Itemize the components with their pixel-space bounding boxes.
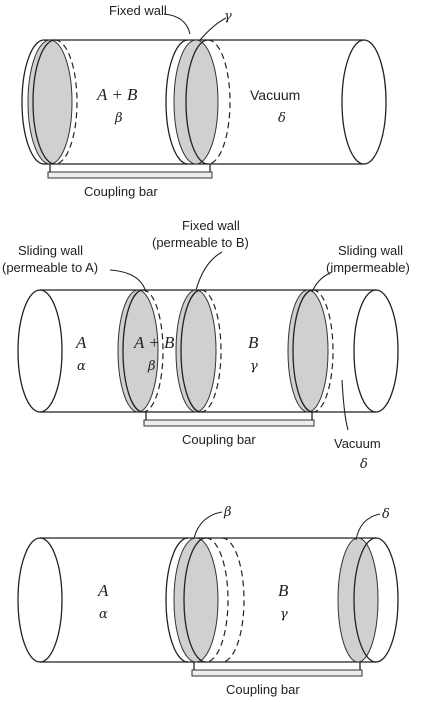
fig3-coupling-bar-label: Coupling bar bbox=[226, 682, 300, 697]
fig2-region2-phase: β bbox=[147, 359, 156, 374]
figure-2: Sliding wall (permeable to A) Fixed wall… bbox=[2, 218, 410, 472]
fig2-right-end bbox=[353, 289, 399, 413]
fig2-sliding-wall-imp-front bbox=[292, 289, 314, 413]
fig2-sliding-wall-a-back bbox=[142, 289, 164, 413]
fig2-region1-phase: α bbox=[77, 359, 86, 374]
fig3-beta-arrow bbox=[193, 511, 223, 539]
fig2-sliding-wall-right-line1: Sliding wall bbox=[338, 243, 403, 258]
fig3-wall-beta-front bbox=[183, 537, 207, 663]
fig2-fixed-wall-back bbox=[200, 289, 222, 413]
fig2-fixed-wall-line2: (permeable to B) bbox=[152, 235, 249, 250]
fig1-coupling-bar bbox=[47, 171, 213, 179]
fig3-region-left-phase: α bbox=[99, 607, 108, 622]
fig3-region-right-species: B bbox=[278, 581, 289, 600]
fig3-wall-beta bbox=[173, 537, 219, 663]
fig1-right-end bbox=[341, 39, 387, 165]
fig3-beta-label: β bbox=[223, 505, 232, 520]
fig1-fixed-wall-arrow bbox=[163, 13, 191, 35]
fig3-left-end bbox=[17, 537, 63, 663]
fig1-region-left-phase: β bbox=[114, 111, 123, 126]
fig3-delta-label: δ bbox=[382, 507, 390, 522]
fig2-sliding-a-arrow bbox=[109, 269, 147, 293]
fig3-coupling-bar bbox=[191, 669, 363, 677]
fig2-left-end bbox=[17, 289, 63, 413]
fig3-wall-beta-back bbox=[205, 537, 229, 663]
fig2-sliding-wall-left-line1: Sliding wall bbox=[18, 243, 83, 258]
fig2-fixed-wall-line1: Fixed wall bbox=[182, 218, 240, 233]
fig1-left-wall-front bbox=[32, 39, 56, 165]
fig3-region-right-phase: γ bbox=[280, 607, 288, 622]
fig2-sliding-wall-imp bbox=[287, 289, 329, 413]
fig2-vacuum-label: Vacuum bbox=[334, 436, 381, 451]
fig2-sliding-wall-a bbox=[117, 289, 159, 413]
fig3-wall-delta bbox=[337, 537, 379, 663]
fig2-sliding-wall-imp-back bbox=[312, 289, 334, 413]
fig2-region1-species: A bbox=[75, 333, 87, 352]
fig2-sliding-wall-a-front bbox=[122, 289, 144, 413]
fig2-fixed-wall-b bbox=[175, 289, 217, 413]
fig1-vacuum-label: Vacuum bbox=[250, 87, 300, 103]
figure-3: β δ A α B γ Coupling bar bbox=[17, 505, 399, 697]
fig1-gamma-arrow bbox=[199, 17, 227, 41]
fig1-fixed-wall-back bbox=[207, 39, 231, 165]
fig2-sliding-wall-right-line2: (impermeable) bbox=[326, 260, 410, 275]
fig3-right-end bbox=[353, 537, 399, 663]
fig1-vacuum-phase: δ bbox=[278, 111, 286, 126]
fig1-left-wall-back bbox=[54, 39, 78, 165]
fig3-delta-arrow bbox=[355, 513, 381, 541]
fig2-coupling-bar-label: Coupling bar bbox=[182, 432, 256, 447]
fig1-fixed-wall-gamma bbox=[173, 39, 219, 165]
fig2-fixed-wall-arrow bbox=[195, 251, 223, 291]
fig1-fixed-wall-line2 bbox=[165, 39, 189, 165]
fig1-left-wall bbox=[27, 39, 73, 165]
fig2-region3-phase: γ bbox=[250, 359, 258, 374]
figure-1: Fixed wall γ A + B β Vacuum δ Coupling b… bbox=[21, 3, 387, 199]
fig2-region2-species: A + B bbox=[133, 333, 175, 352]
fig3-wall-beta-dash2 bbox=[221, 537, 245, 663]
fig3-region-left-species: A bbox=[97, 581, 109, 600]
fig2-sliding-wall-left-line2: (permeable to A) bbox=[2, 260, 98, 275]
fig2-sliding-imp-arrow bbox=[311, 271, 333, 293]
fig2-region3-species: B bbox=[248, 333, 259, 352]
fig3-wall-beta-inner bbox=[165, 537, 189, 663]
fig1-gamma-label: γ bbox=[224, 9, 232, 24]
fig1-fixed-wall-label: Fixed wall bbox=[109, 3, 167, 18]
fig1-fixed-wall-front bbox=[185, 39, 209, 165]
fig2-coupling-bar bbox=[143, 419, 315, 427]
fig1-region-left-species: A + B bbox=[96, 85, 138, 104]
fig2-fixed-wall-front bbox=[180, 289, 202, 413]
fig2-vacuum-arrow bbox=[341, 379, 349, 431]
fig2-vacuum-phase: δ bbox=[360, 457, 368, 472]
fig1-coupling-bar-label: Coupling bar bbox=[84, 184, 158, 199]
